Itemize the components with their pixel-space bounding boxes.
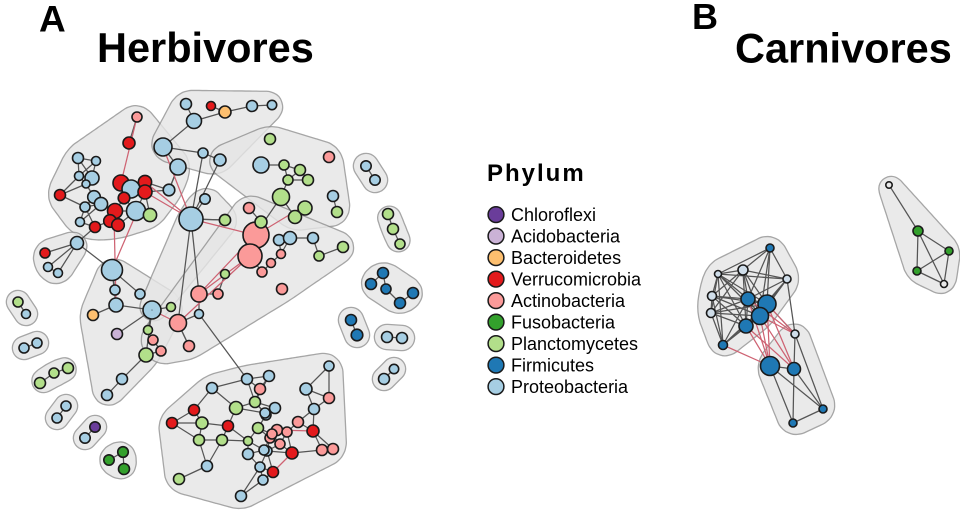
svg-text:Verrucomicrobia: Verrucomicrobia	[511, 269, 642, 289]
svg-text:Planctomycetes: Planctomycetes	[511, 334, 638, 354]
svg-text:Proteobacteria: Proteobacteria	[511, 377, 629, 397]
svg-text:Fusobacteria: Fusobacteria	[511, 312, 616, 332]
svg-text:B: B	[692, 0, 718, 37]
svg-text:Bacteroidetes: Bacteroidetes	[511, 248, 621, 268]
svg-text:Chloroflexi: Chloroflexi	[511, 205, 596, 225]
svg-text:Firmicutes: Firmicutes	[511, 355, 594, 375]
svg-text:Acidobacteria: Acidobacteria	[511, 226, 621, 246]
svg-text:Carnivores: Carnivores	[735, 25, 952, 72]
svg-text:Herbivores: Herbivores	[97, 24, 314, 71]
svg-text:Phylum: Phylum	[487, 160, 586, 187]
svg-text:A: A	[39, 0, 66, 40]
svg-text:Actinobacteria: Actinobacteria	[511, 291, 626, 311]
